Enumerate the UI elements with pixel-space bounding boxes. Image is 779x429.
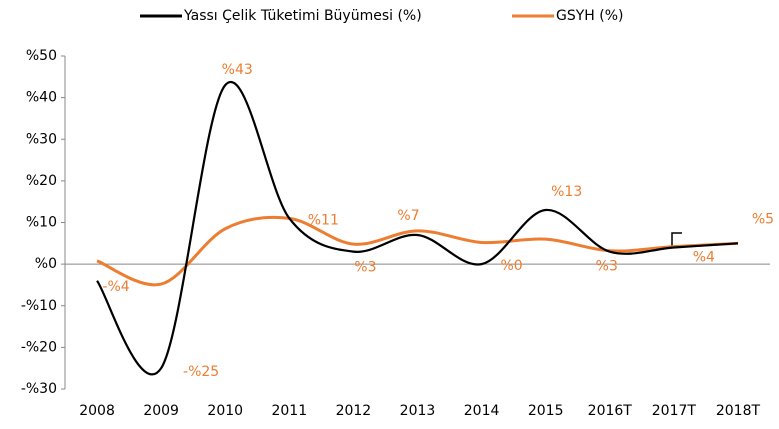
y-tick-label: %30 [26, 131, 57, 147]
x-tick-label: 2016T [588, 403, 633, 419]
y-tick-label: -%10 [21, 298, 57, 314]
data-label: %0 [500, 258, 522, 274]
y-tick-label: -%30 [21, 381, 57, 397]
y-tick-label: %0 [35, 256, 57, 272]
line-series [96, 215, 739, 287]
data-label: %4 [693, 249, 715, 265]
data-label: -%25 [183, 364, 219, 380]
line-series [96, 81, 739, 376]
x-tick-label: 2010 [207, 403, 243, 419]
data-label: %3 [596, 259, 618, 275]
x-tick-label: 2017T [652, 403, 697, 419]
data-label: %5 [752, 211, 774, 227]
data-label: %43 [222, 62, 253, 78]
x-tick-label: 2011 [271, 403, 307, 419]
x-tick-label: 2013 [400, 403, 436, 419]
x-tick-label: 2015 [528, 403, 564, 419]
x-tick-label: 2012 [336, 403, 372, 419]
leader-line [671, 232, 682, 248]
x-tick-label: 2009 [143, 403, 179, 419]
legend-label: GSYH (%) [556, 8, 624, 24]
legend-label: Yassı Çelik Tüketimi Büyümesi (%) [183, 8, 422, 24]
y-tick-label: %20 [26, 173, 57, 189]
data-label: %13 [551, 184, 582, 200]
y-tick-label: %10 [26, 215, 57, 231]
data-label: %11 [308, 212, 339, 228]
x-tick-label: 2014 [464, 403, 500, 419]
y-tick-label: %50 [26, 48, 57, 64]
y-tick-label: %40 [26, 90, 57, 106]
data-label: -%4 [102, 279, 129, 295]
data-label: %3 [354, 260, 376, 276]
x-tick-label: 2018T [716, 403, 761, 419]
x-tick-label: 2008 [79, 403, 115, 419]
data-label: %7 [397, 208, 419, 224]
y-tick-label: -%20 [21, 339, 57, 355]
